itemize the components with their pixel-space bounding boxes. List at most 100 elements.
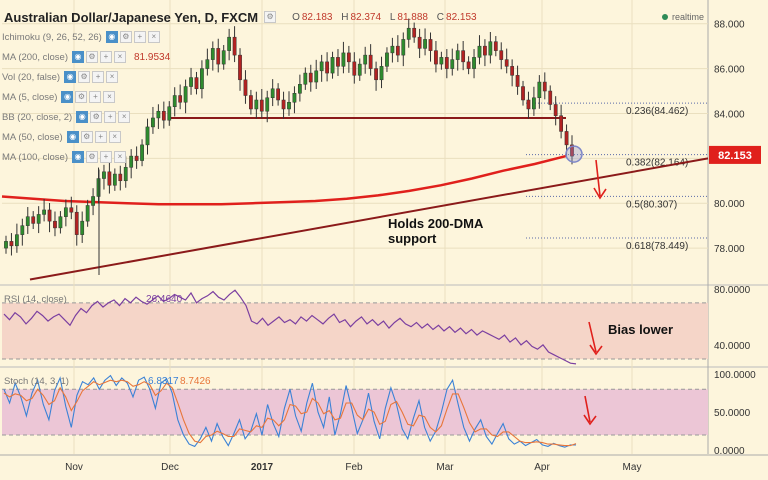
candle-body	[521, 86, 525, 101]
candle-body	[314, 70, 319, 83]
candle-body	[53, 220, 57, 229]
indicator-label: MA (5, close)	[2, 91, 58, 103]
candle-body	[564, 131, 569, 146]
candle-body	[292, 93, 297, 103]
eye-icon[interactable]: ◉	[72, 151, 84, 163]
indicator-row[interactable]: MA (50, close) ◉ ⚙ + ×	[2, 131, 123, 143]
indicator-row[interactable]: MA (200, close) ◉ ⚙ + × 81.9534	[2, 51, 170, 63]
indicator-row[interactable]: Ichimoku (9, 26, 52, 26) ◉ ⚙ + ×	[2, 31, 162, 43]
eye-icon[interactable]: ◉	[61, 91, 74, 103]
candle-body	[553, 104, 558, 116]
candle-body	[259, 99, 264, 112]
candle-body	[9, 241, 14, 247]
close-icon[interactable]: ×	[114, 51, 126, 63]
settings-icon[interactable]: ⚙	[86, 51, 98, 63]
settings-icon[interactable]: ⚙	[119, 31, 132, 43]
rsi-value: 26.4640	[146, 294, 183, 305]
candle-body	[363, 54, 368, 65]
candle-body	[134, 155, 139, 161]
y-tick-label: 80.000	[714, 199, 745, 210]
candle-body	[189, 77, 193, 87]
candle-body	[298, 84, 302, 94]
realtime-label: realtime	[672, 12, 705, 22]
candle-body	[477, 45, 482, 58]
candle-body	[36, 214, 41, 224]
eye-icon[interactable]: ◉	[76, 111, 89, 123]
settings-icon[interactable]: ⚙	[86, 151, 98, 163]
candle-body	[336, 57, 340, 67]
settings-icon[interactable]: ⚙	[78, 71, 91, 83]
candle-body	[270, 88, 275, 99]
candle-body	[346, 52, 351, 63]
add-icon[interactable]: +	[100, 51, 112, 63]
indicator-row[interactable]: Vol (20, false) ◉ ⚙ + ×	[2, 71, 120, 83]
stoch-d-line	[3, 379, 577, 447]
candle-body	[74, 211, 79, 235]
candle-body	[238, 54, 242, 81]
close-icon[interactable]: ×	[108, 131, 121, 143]
candle-body	[515, 75, 520, 87]
rsi-title: RSI (14, close)	[4, 294, 67, 305]
indicator-row[interactable]: MA (100, close) ◉ ⚙ + ×	[2, 151, 128, 163]
rsi-tick-label: 80.0000	[714, 285, 751, 296]
x-tick-label: Nov	[65, 462, 83, 473]
symbol-title: Australian Dollar/Japanese Yen, D, FXCM	[4, 9, 259, 25]
candle-body	[58, 216, 63, 229]
close-icon[interactable]: ×	[114, 151, 126, 163]
add-icon[interactable]: +	[94, 131, 107, 143]
add-icon[interactable]: +	[104, 111, 117, 123]
settings-icon[interactable]: ⚙	[80, 131, 93, 143]
eye-icon[interactable]: ◉	[72, 51, 84, 63]
eye-icon[interactable]: ◉	[64, 71, 77, 83]
x-tick-label: Feb	[345, 462, 363, 473]
stoch-tick-label: 100.0000	[714, 370, 756, 381]
candle-body	[140, 144, 144, 161]
candle-body	[379, 66, 384, 81]
candle-body	[434, 50, 438, 65]
stoch-d-value: 8.7426	[180, 376, 211, 387]
candle-body	[542, 81, 547, 92]
candle-body	[499, 50, 504, 60]
candle-body	[287, 101, 291, 110]
close-icon[interactable]: ×	[103, 91, 116, 103]
y-tick-label: 84.000	[714, 109, 745, 120]
candle-body	[20, 225, 25, 235]
settings-icon[interactable]: ⚙	[90, 111, 103, 123]
indicator-value: 81.9534	[134, 51, 171, 63]
candle-body	[210, 48, 215, 60]
add-icon[interactable]: +	[133, 31, 146, 43]
candle-body	[85, 205, 90, 222]
close-icon[interactable]: ×	[106, 71, 119, 83]
indicator-row[interactable]: MA (5, close) ◉ ⚙ + ×	[2, 91, 117, 103]
add-icon[interactable]: +	[89, 91, 102, 103]
candle-body	[570, 144, 574, 157]
candle-body	[118, 173, 123, 182]
settings-icon[interactable]: ⚙	[264, 11, 277, 23]
candle-body	[455, 50, 460, 60]
rsi-down-arrow	[588, 321, 603, 356]
settings-icon[interactable]: ⚙	[75, 91, 88, 103]
eye-icon[interactable]: ◉	[66, 131, 79, 143]
candle-body	[227, 36, 232, 51]
eye-icon[interactable]: ◉	[105, 31, 118, 43]
add-icon[interactable]: +	[92, 71, 105, 83]
indicator-controls: ◉ ⚙ + ×	[72, 51, 128, 63]
ma200-line	[1, 154, 567, 206]
indicator-controls: ◉ ⚙ + ×	[66, 131, 123, 143]
candle-body	[151, 117, 155, 128]
candle-body	[504, 59, 509, 67]
add-icon[interactable]: +	[100, 151, 112, 163]
candle-body	[276, 88, 280, 101]
last-price-tag	[709, 145, 761, 164]
indicator-row[interactable]: BB (20, close, 2) ◉ ⚙ + ×	[2, 111, 132, 123]
candle-body	[221, 50, 226, 65]
close-icon[interactable]: ×	[118, 111, 131, 123]
indicator-label: MA (50, close)	[2, 131, 63, 143]
status-dot-icon	[662, 14, 668, 20]
annotation-text: support	[388, 231, 437, 246]
rsi-band	[2, 302, 708, 359]
down-arrow	[593, 159, 607, 200]
candle-body	[444, 57, 449, 69]
close-icon[interactable]: ×	[147, 31, 160, 43]
